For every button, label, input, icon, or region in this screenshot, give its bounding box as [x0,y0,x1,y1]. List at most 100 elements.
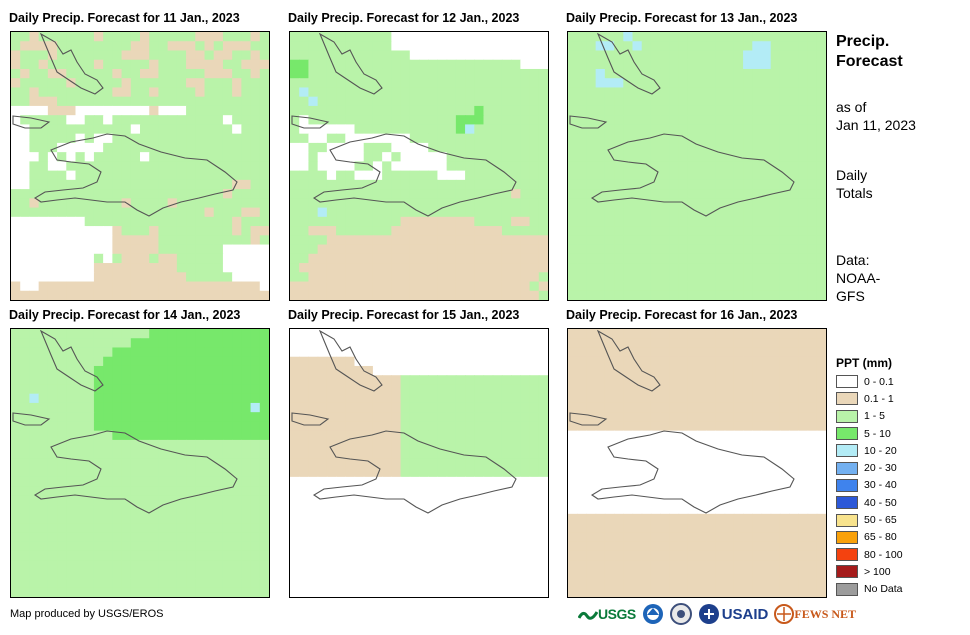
precip-cell [586,198,597,209]
precip-cell [57,550,67,561]
precip-cell [492,569,503,580]
precip-cell [697,161,707,172]
precip-cell [213,226,224,236]
precip-cell [678,253,689,264]
precip-cell [455,486,466,496]
precip-cell [47,179,58,190]
precip-cell [66,272,77,283]
precip-cell [798,272,809,283]
precip-cell [743,133,753,144]
precip-cell [158,412,169,423]
precip-cell [632,59,643,70]
precip-cell [798,263,809,273]
precip-cell [538,152,548,162]
precip-cell [38,384,49,395]
precip-cell [299,569,310,580]
precip-cell [743,402,753,413]
totals-label: Totals [836,185,873,201]
precip-cell [409,142,420,153]
precip-cell [195,41,206,52]
precip-cell [232,244,242,255]
precip-cell [241,68,252,79]
precip-cell [586,486,597,496]
precip-cell [112,281,123,292]
precip-cell [586,532,597,543]
precip-cell [308,541,319,552]
precip-cell [492,550,503,561]
precip-cell [586,272,597,283]
precip-cell [47,124,58,135]
precip-cell [57,50,67,61]
precip-cell [75,235,86,246]
precip-cell [604,105,615,116]
precip-cell [687,356,698,367]
precip-cell [520,467,531,478]
precip-cell [446,59,457,70]
precip-cell [20,115,31,126]
precip-cell [650,59,661,70]
precip-cell [483,226,494,236]
precip-cell [250,569,261,580]
precip-cell [595,338,606,349]
precip-cell [733,550,744,561]
precip-cell [308,198,319,209]
precip-cell [697,329,707,339]
precip-cell [176,412,187,423]
precip-cell [259,198,269,209]
precip-cell [538,124,548,135]
precip-cell [140,393,150,404]
precip-cell [112,32,123,42]
precip-cell [250,486,261,496]
precip-cell [140,504,150,515]
precip-cell [660,578,670,589]
precip-cell [84,96,95,107]
precip-cell [669,532,680,543]
precip-cell [568,504,578,515]
precip-cell [372,216,383,227]
precip-cell [176,198,187,209]
legend-item: 0 - 0.1 [836,373,903,390]
precip-cell [158,244,169,255]
precip-cell [483,402,494,413]
precip-cell [213,458,224,469]
precip-cell [604,495,615,506]
precip-cell [250,458,261,469]
precip-cell [11,133,21,144]
precip-cell [326,216,337,227]
precip-cell [38,393,49,404]
precip-cell [11,365,21,376]
precip-cell [446,124,457,135]
legend-item: No Data [836,581,903,598]
precip-cell [317,532,328,543]
precip-cell [204,244,215,255]
precip-cell [789,189,799,199]
precip-cell [687,105,698,116]
precip-cell [687,115,698,126]
precip-cell [121,41,132,52]
precip-cell [789,216,799,227]
precip-cell [232,421,242,432]
precip-cell [372,226,383,236]
precip-cell [724,402,735,413]
precip-cell [650,290,661,300]
precip-cell [779,189,790,199]
precip-cell [529,189,540,199]
precip-cell [538,569,548,580]
precip-cell [604,50,615,61]
precip-cell [474,244,485,255]
precip-cell [697,587,707,597]
precip-cell [770,207,781,218]
precip-cell [158,338,169,349]
precip-cell [103,87,113,98]
precip-cell [743,439,753,450]
precip-cell [299,105,310,116]
precip-cell [520,384,531,395]
precip-cell [614,486,624,496]
precip-cell [93,439,104,450]
precip-cell [586,235,597,246]
precip-cell [724,578,735,589]
precip-cell [326,142,337,153]
precip-cell [11,244,21,255]
precip-cell [103,290,113,300]
precip-cell [650,504,661,515]
